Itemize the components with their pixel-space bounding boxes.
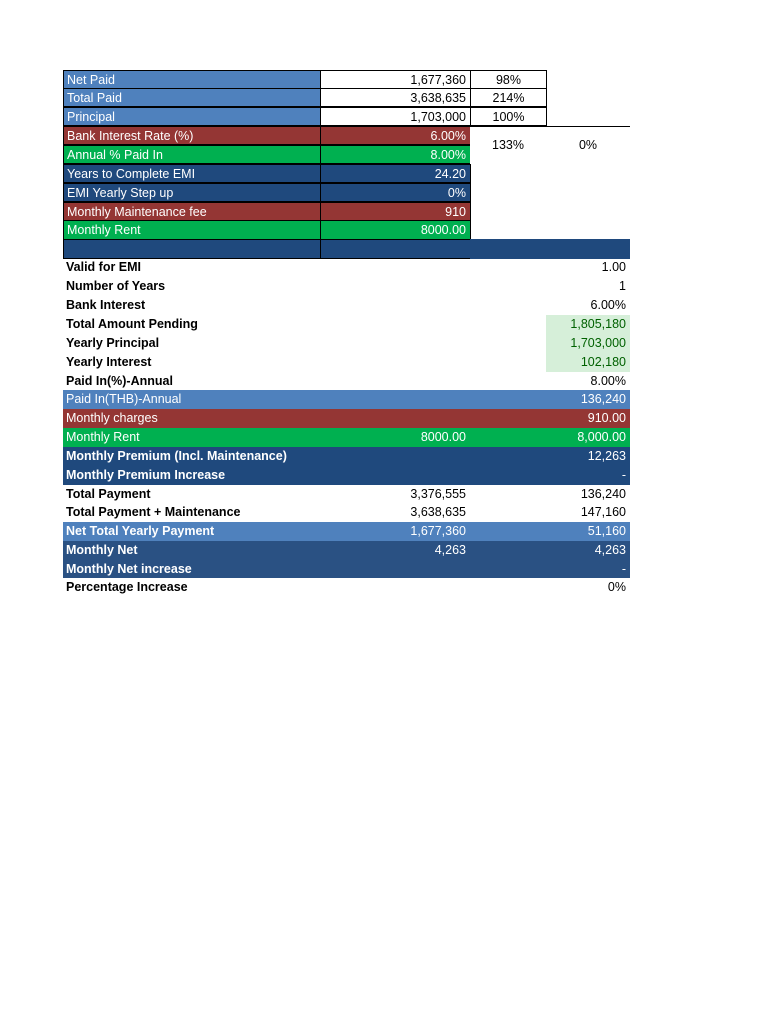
net-paid-value: 1,677,360	[320, 70, 471, 89]
emi-step-label: EMI Yearly Step up	[63, 183, 321, 202]
row-col3: 12,263	[587, 449, 626, 463]
row-col2	[320, 372, 470, 391]
row-col3: 136,240	[580, 392, 626, 406]
total-paid-label: Total Paid	[63, 88, 321, 107]
maintenance-label: Monthly Maintenance fee	[63, 202, 321, 221]
row-col3: 102,180	[546, 353, 630, 372]
row-col2: 1,677,360	[410, 524, 466, 538]
row-label: Yearly Interest	[66, 355, 152, 369]
ratio-pct: 133%	[470, 126, 547, 164]
row-col3: 4,263	[594, 543, 626, 557]
row-label: Monthly Premium Increase	[66, 468, 226, 482]
row-band	[63, 541, 630, 560]
row-col2	[320, 353, 470, 372]
row-label: Paid In(%)-Annual	[66, 374, 173, 388]
row-band	[63, 428, 630, 447]
row-col3: 6.00%	[590, 298, 626, 312]
row-col2: 8000.00	[420, 430, 466, 444]
row-col2	[320, 447, 470, 466]
annual-paid-in-label: Annual % Paid In	[63, 145, 321, 164]
row-col2: 3,638,635	[410, 505, 466, 519]
total-paid-value: 3,638,635	[320, 88, 471, 107]
row-label: Yearly Principal	[66, 336, 160, 350]
row-band	[63, 409, 630, 428]
row-label: Number of Years	[66, 279, 166, 293]
net-paid-label: Net Paid	[63, 70, 321, 89]
years-complete-value: 24.20	[320, 164, 471, 183]
maintenance-value: 910	[320, 202, 471, 221]
row-col2	[320, 315, 470, 334]
bank-rate-value: 6.00%	[320, 126, 471, 145]
row-col3: -	[621, 562, 626, 576]
ratio-extra: 0%	[546, 126, 630, 164]
row-label: Monthly Premium (Incl. Maintenance)	[66, 449, 287, 463]
row-col2	[320, 560, 470, 578]
row-band	[63, 390, 630, 409]
rent-value: 8000.00	[320, 220, 471, 240]
column-divider	[470, 164, 471, 240]
total-paid-pct: 214%	[470, 88, 547, 107]
emi-step-value: 0%	[320, 183, 471, 202]
row-col3: -	[621, 468, 626, 482]
row-label: Percentage Increase	[66, 580, 188, 594]
row-col2	[320, 296, 470, 315]
principal-pct: 100%	[470, 107, 547, 126]
row-band	[63, 466, 630, 485]
row-col2	[320, 578, 470, 597]
row-col2	[320, 390, 470, 409]
row-col2	[320, 334, 470, 353]
blank-header-c	[470, 239, 630, 259]
net-paid-pct: 98%	[470, 70, 547, 89]
row-label: Monthly Rent	[66, 430, 140, 444]
row-col3: 8.00%	[590, 374, 626, 388]
row-label: Monthly charges	[66, 411, 158, 425]
annual-paid-in-value: 8.00%	[320, 145, 471, 164]
row-label: Total Payment + Maintenance	[66, 505, 241, 519]
row-col2: 4,263	[434, 543, 466, 557]
row-col3: 136,240	[580, 487, 626, 501]
row-col3: 1.00	[601, 260, 626, 274]
row-col2	[320, 258, 470, 277]
row-col3: 1,703,000	[546, 334, 630, 353]
row-col2: 3,376,555	[410, 487, 466, 501]
row-col3: 147,160	[580, 505, 626, 519]
row-label: Total Payment	[66, 487, 151, 501]
row-col3: 910.00	[587, 411, 626, 425]
principal-label: Principal	[63, 107, 321, 126]
row-label: Monthly Net increase	[66, 562, 192, 576]
blank-header-b	[320, 239, 471, 259]
row-band	[63, 560, 630, 578]
row-label: Monthly Net	[66, 543, 138, 557]
years-complete-label: Years to Complete EMI	[63, 164, 321, 183]
row-label: Bank Interest	[66, 298, 146, 312]
row-band	[63, 447, 630, 466]
row-col2	[320, 466, 470, 485]
blank-header-a	[63, 239, 321, 259]
row-label: Paid In(THB)-Annual	[66, 392, 182, 406]
rent-label: Monthly Rent	[63, 220, 321, 240]
row-col3: 1,805,180	[546, 315, 630, 334]
row-col3: 51,160	[587, 524, 626, 538]
row-col2	[320, 409, 470, 428]
row-col3: 8,000.00	[577, 430, 626, 444]
bank-rate-label: Bank Interest Rate (%)	[63, 126, 321, 145]
principal-value: 1,703,000	[320, 107, 471, 126]
row-label: Net Total Yearly Payment	[66, 524, 215, 538]
row-col3: 1	[619, 279, 626, 293]
row-col2	[320, 277, 470, 296]
row-label: Valid for EMI	[66, 260, 142, 274]
row-col3: 0%	[607, 580, 626, 594]
row-label: Total Amount Pending	[66, 317, 198, 331]
row-band	[63, 522, 630, 541]
